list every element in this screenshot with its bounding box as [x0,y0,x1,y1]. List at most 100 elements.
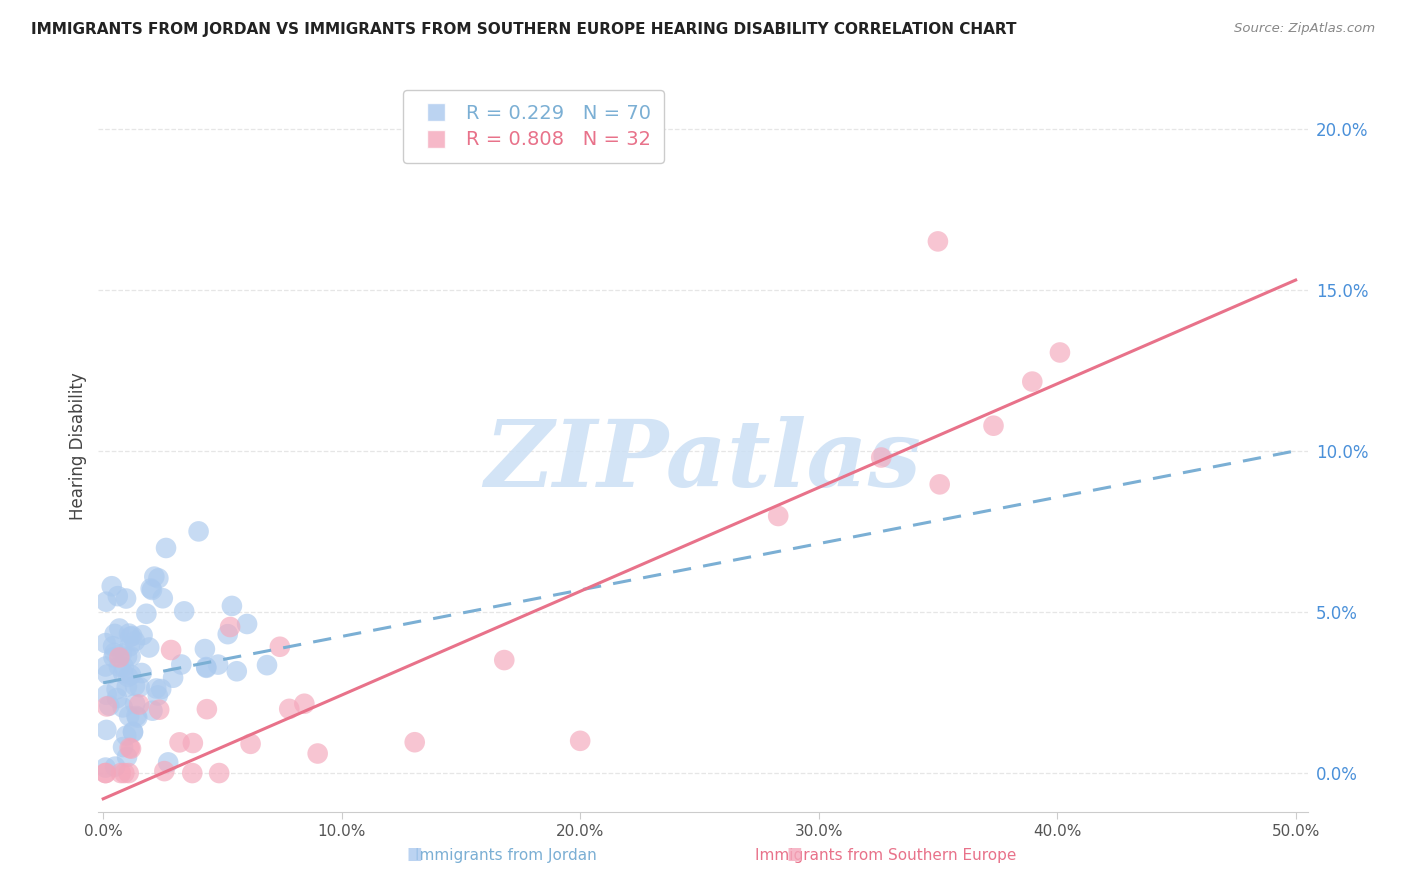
Point [162,671,184,685]
Point [94,766,117,780]
Point [160,643,183,657]
Point [146,689,169,703]
Point [170,657,193,672]
Text: Immigrants from Southern Europe: Immigrants from Southern Europe [755,848,1017,863]
Point [122,724,145,739]
Point [115,649,138,664]
Point [148,703,170,717]
Point [983,418,1005,433]
Point [112,766,135,780]
Point [1021,375,1043,389]
Point [105,682,128,697]
Point [207,657,229,672]
Point [157,756,180,770]
Point [195,702,218,716]
Point [153,764,176,779]
Point [307,747,329,761]
Point [256,658,278,673]
Point [118,709,141,723]
Point [195,660,218,674]
Point [278,702,301,716]
Point [94,659,117,673]
Point [150,681,173,696]
Point [128,698,150,712]
Point [131,628,153,642]
Point [766,508,789,523]
Point [870,450,893,465]
Point [96,699,118,714]
Point [112,739,135,754]
Point [124,634,146,648]
Point [181,736,204,750]
Point [219,620,242,634]
Point [120,741,142,756]
Point [104,627,127,641]
Point [139,582,162,596]
Point [131,665,153,680]
Point [155,541,177,555]
Point [127,710,149,724]
Point [124,697,146,711]
Point [107,589,129,603]
Point [111,700,134,714]
Point [94,595,117,609]
Point [125,709,148,723]
Point [121,629,143,643]
Point [141,582,163,597]
Text: ■: ■ [786,846,803,863]
Point [120,649,142,664]
Point [148,571,170,585]
Point [494,653,516,667]
Point [927,235,949,249]
Point [194,642,217,657]
Text: Source: ZipAtlas.com: Source: ZipAtlas.com [1234,22,1375,36]
Text: Immigrants from Jordan: Immigrants from Jordan [415,848,598,863]
Point [135,607,157,621]
Point [112,660,135,674]
Text: IMMIGRANTS FROM JORDAN VS IMMIGRANTS FROM SOUTHERN EUROPE HEARING DISABILITY COR: IMMIGRANTS FROM JORDAN VS IMMIGRANTS FRO… [31,22,1017,37]
Point [1049,345,1071,359]
Point [236,617,259,632]
Point [122,725,145,739]
Point [94,636,117,650]
Point [225,665,247,679]
Point [96,688,118,702]
Text: ZIPatlas: ZIPatlas [485,416,921,506]
Point [217,627,239,641]
Point [108,659,131,673]
Point [181,766,204,780]
Point [100,579,122,593]
Point [118,740,141,755]
Point [292,697,315,711]
Point [98,698,121,713]
Point [112,666,135,681]
Point [145,681,167,696]
Point [117,670,139,684]
Point [115,750,138,764]
Point [120,668,142,682]
Point [120,630,142,644]
Point [221,599,243,613]
Y-axis label: Hearing Disability: Hearing Disability [69,372,87,520]
Point [141,704,163,718]
Point [269,640,291,654]
Point [187,524,209,539]
Point [115,680,138,694]
Point [239,737,262,751]
Point [110,766,132,780]
Point [118,640,141,654]
Point [108,650,131,665]
Point [115,591,138,606]
Point [195,661,218,675]
Point [928,477,950,491]
Point [143,569,166,583]
Text: ■: ■ [406,846,423,863]
Point [94,761,117,775]
Point [169,735,191,749]
Point [138,640,160,655]
Point [94,766,117,780]
Point [96,723,118,737]
Point [108,622,131,636]
Point [173,604,195,618]
Point [118,626,141,640]
